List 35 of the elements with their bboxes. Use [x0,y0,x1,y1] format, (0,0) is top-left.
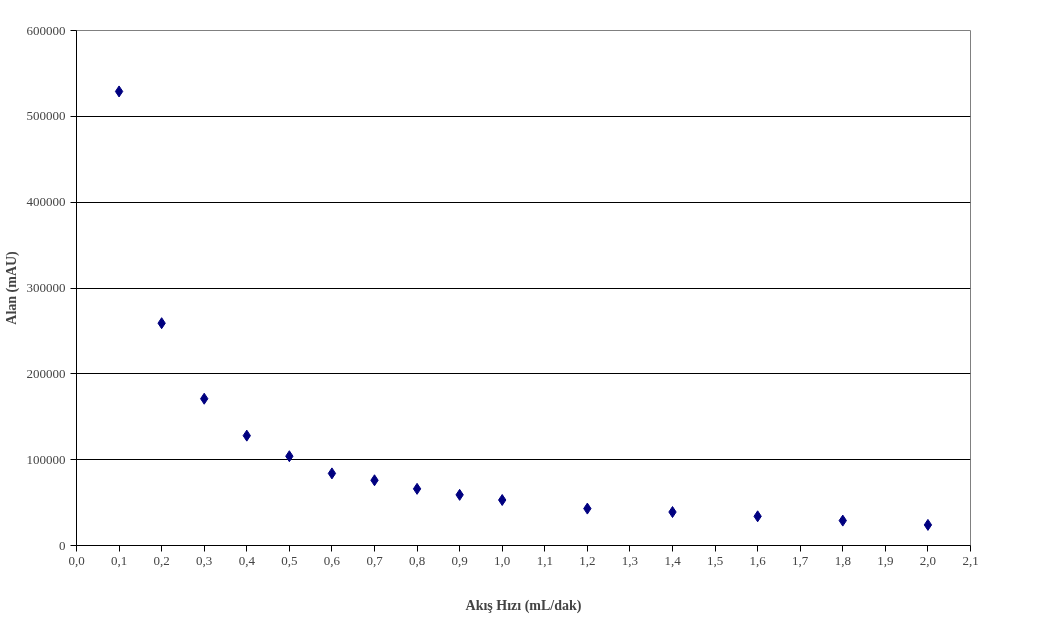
x-tick-label: 2,0 [919,552,937,568]
y-tick-label: 200000 [26,365,66,381]
x-tick-label: 0,4 [238,552,256,568]
x-tick-label: 1,8 [834,552,851,568]
y-tick-label: 100000 [26,451,66,467]
y-tick-label: 0 [59,537,66,553]
point [923,518,933,531]
x-tick-label: 1,9 [877,552,894,568]
x-tick-label: 0,6 [323,552,341,568]
x-tick-label: 0,5 [281,552,298,568]
y-tick-label: 400000 [26,194,66,210]
point [412,482,422,495]
x-tick-label: 0,1 [110,552,128,568]
x-tick-label: 0,3 [196,552,213,568]
x-tick-label: 0,9 [451,552,468,568]
point [114,85,124,98]
x-tick-label: 1,0 [494,552,511,568]
x-tick-label: 1,4 [664,552,682,568]
y-tick-label: 600000 [26,22,66,38]
x-tick-label: 2,1 [962,552,979,568]
x-tick-label: 1,3 [621,552,639,568]
x-tick-label: 0,8 [408,552,426,568]
x-axis-title: Akış Hızı (mL/dak) [465,597,582,614]
x-tick-label: 0,7 [366,552,384,568]
point [327,467,337,480]
y-tick-label: 300000 [26,280,66,295]
x-tick-label: 1,6 [749,552,767,568]
x-tick-label: 1,1 [536,552,553,568]
x-tick-label: 0,2 [153,552,170,568]
x-tick-label: 1,5 [706,552,724,568]
y-axis-title: Alan (mAU) [3,250,20,325]
x-tick-label: 0,0 [68,552,85,568]
x-tick-label: 1,2 [579,552,596,568]
y-tick-label: 500000 [26,108,66,124]
x-tick-label: 1,7 [792,552,809,568]
